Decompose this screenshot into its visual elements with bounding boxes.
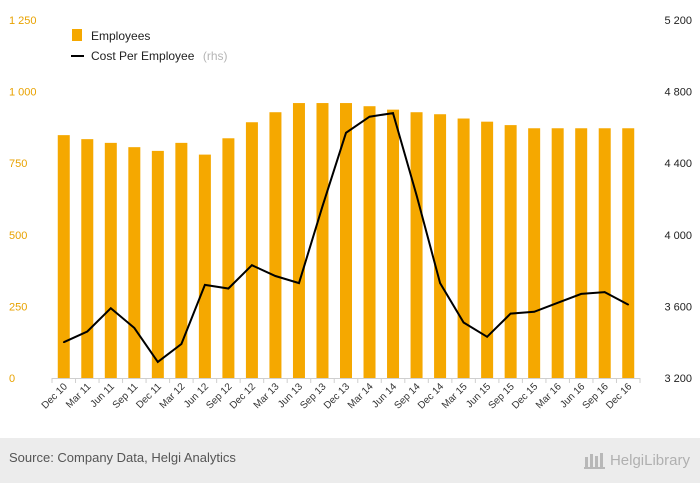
cost-per-employee-point <box>157 361 159 363</box>
employees-bars <box>57 103 635 379</box>
cost-per-employee-point <box>321 205 324 207</box>
x-axis-tick-label: Mar 11 <box>64 381 94 411</box>
x-axis-tick-label: Mar 15 <box>440 381 470 411</box>
left-axis-tick-label: 1 250 <box>9 15 37 27</box>
cost-per-employee-point <box>204 284 206 286</box>
left-axis-tick-label: 0 <box>9 373 15 385</box>
employees-bar <box>151 150 164 378</box>
employees-bar <box>175 142 188 378</box>
helgi-library-logo: HelgiLibrary <box>583 448 690 472</box>
cost-per-employee-line <box>62 111 630 364</box>
employees-bar <box>457 118 470 378</box>
employees-bar <box>81 139 94 378</box>
employees-bar <box>57 135 70 378</box>
x-axis-tick-label: Dec 15 <box>510 381 540 411</box>
x-axis-tick-label: Dec 10 <box>40 381 70 411</box>
legend-employees-label: Employees <box>91 29 150 43</box>
cost-per-employee-point <box>627 303 630 306</box>
cost-per-employee-point <box>345 131 347 134</box>
employees-bar <box>128 147 141 378</box>
left-axis: 0 250 500 750 1 000 1 250 <box>9 15 37 385</box>
employees-bar <box>598 128 611 378</box>
employees-bar <box>528 128 541 378</box>
library-icon <box>583 453 605 469</box>
employees-bar <box>340 103 352 378</box>
x-axis-tick-label: Dec 16 <box>604 381 634 411</box>
right-axis-tick-label: 4 000 <box>664 230 692 242</box>
x-axis-tick-label: Mar 14 <box>346 381 376 411</box>
x-axis-tick-label: Mar 12 <box>158 381 188 411</box>
cost-per-employee-point <box>462 321 465 324</box>
right-axis: 3 200 3 600 4 000 4 400 4 800 5 200 <box>664 15 692 385</box>
source-note: Source: Company Data, Helgi Analytics <box>9 450 236 465</box>
legend: Employees Cost Per Employee (rhs) <box>71 29 228 64</box>
cost-per-employee-point <box>298 282 300 284</box>
employees-bar <box>575 128 588 378</box>
employees-bar <box>434 114 447 379</box>
employees-bar <box>198 154 211 378</box>
legend-employees-swatch <box>72 29 82 41</box>
employees-bar <box>387 109 400 379</box>
cost-per-employee-point <box>368 115 371 118</box>
left-axis-tick-label: 750 <box>9 158 27 170</box>
left-axis-tick-label: 1 000 <box>9 87 37 99</box>
x-axis-tick-label: Dec 12 <box>228 381 258 411</box>
employees-bar <box>316 103 329 378</box>
right-axis-tick-label: 5 200 <box>664 15 692 27</box>
left-axis-tick-label: 500 <box>9 230 27 242</box>
employees-bar <box>292 103 305 378</box>
cost-per-employee-point <box>274 275 277 277</box>
footer: Source: Company Data, Helgi Analytics He… <box>0 438 700 483</box>
employees-bar <box>245 122 258 378</box>
left-axis-tick-label: 250 <box>9 301 27 313</box>
employees-bar <box>104 142 117 378</box>
employees-bar <box>551 128 564 378</box>
right-axis-tick-label: 4 400 <box>664 158 692 170</box>
cost-per-employee-point <box>86 330 89 333</box>
cost-per-employee-point <box>509 312 512 315</box>
cost-per-employee-point <box>110 307 112 309</box>
cost-per-employee-point <box>227 287 230 290</box>
legend-cost-label: Cost Per Employee (rhs) <box>91 47 228 64</box>
x-axis-tick-label: Dec 13 <box>322 381 352 411</box>
cost-per-employee-point <box>415 194 418 197</box>
employees-bar <box>363 106 376 379</box>
logo-text: HelgiLibrary <box>609 451 690 469</box>
cost-per-employee-point <box>486 336 488 338</box>
employees-bar <box>481 121 494 378</box>
cost-per-employee-point <box>392 112 394 114</box>
right-axis-tick-label: 4 800 <box>664 87 692 99</box>
x-axis-tick-label: Dec 14 <box>416 381 446 411</box>
employees-bar <box>410 112 423 379</box>
cost-per-employee-point <box>180 343 183 345</box>
cost-per-employee-point <box>580 293 582 295</box>
cost-per-employee-point <box>603 291 606 293</box>
employees-bar <box>222 138 235 378</box>
right-axis-tick-label: 3 200 <box>664 373 692 385</box>
cost-per-employee-point <box>556 302 559 304</box>
chart: 0 250 500 750 1 000 1 250 3 200 3 600 4 000 4 40… <box>9 15 692 412</box>
employees-bar <box>504 125 517 379</box>
employees-bar <box>622 128 635 378</box>
x-axis-tick-label: Mar 13 <box>252 381 282 411</box>
right-axis-tick-label: 3 600 <box>664 301 692 313</box>
cost-per-employee-point <box>251 264 253 267</box>
cost-per-employee-point <box>133 327 136 329</box>
cost-per-employee-point <box>439 282 441 284</box>
cost-per-employee-point <box>62 341 65 344</box>
x-axis-tick-label: Mar 16 <box>534 381 564 411</box>
cost-per-employee-point <box>533 310 535 313</box>
employees-bar <box>269 112 282 379</box>
